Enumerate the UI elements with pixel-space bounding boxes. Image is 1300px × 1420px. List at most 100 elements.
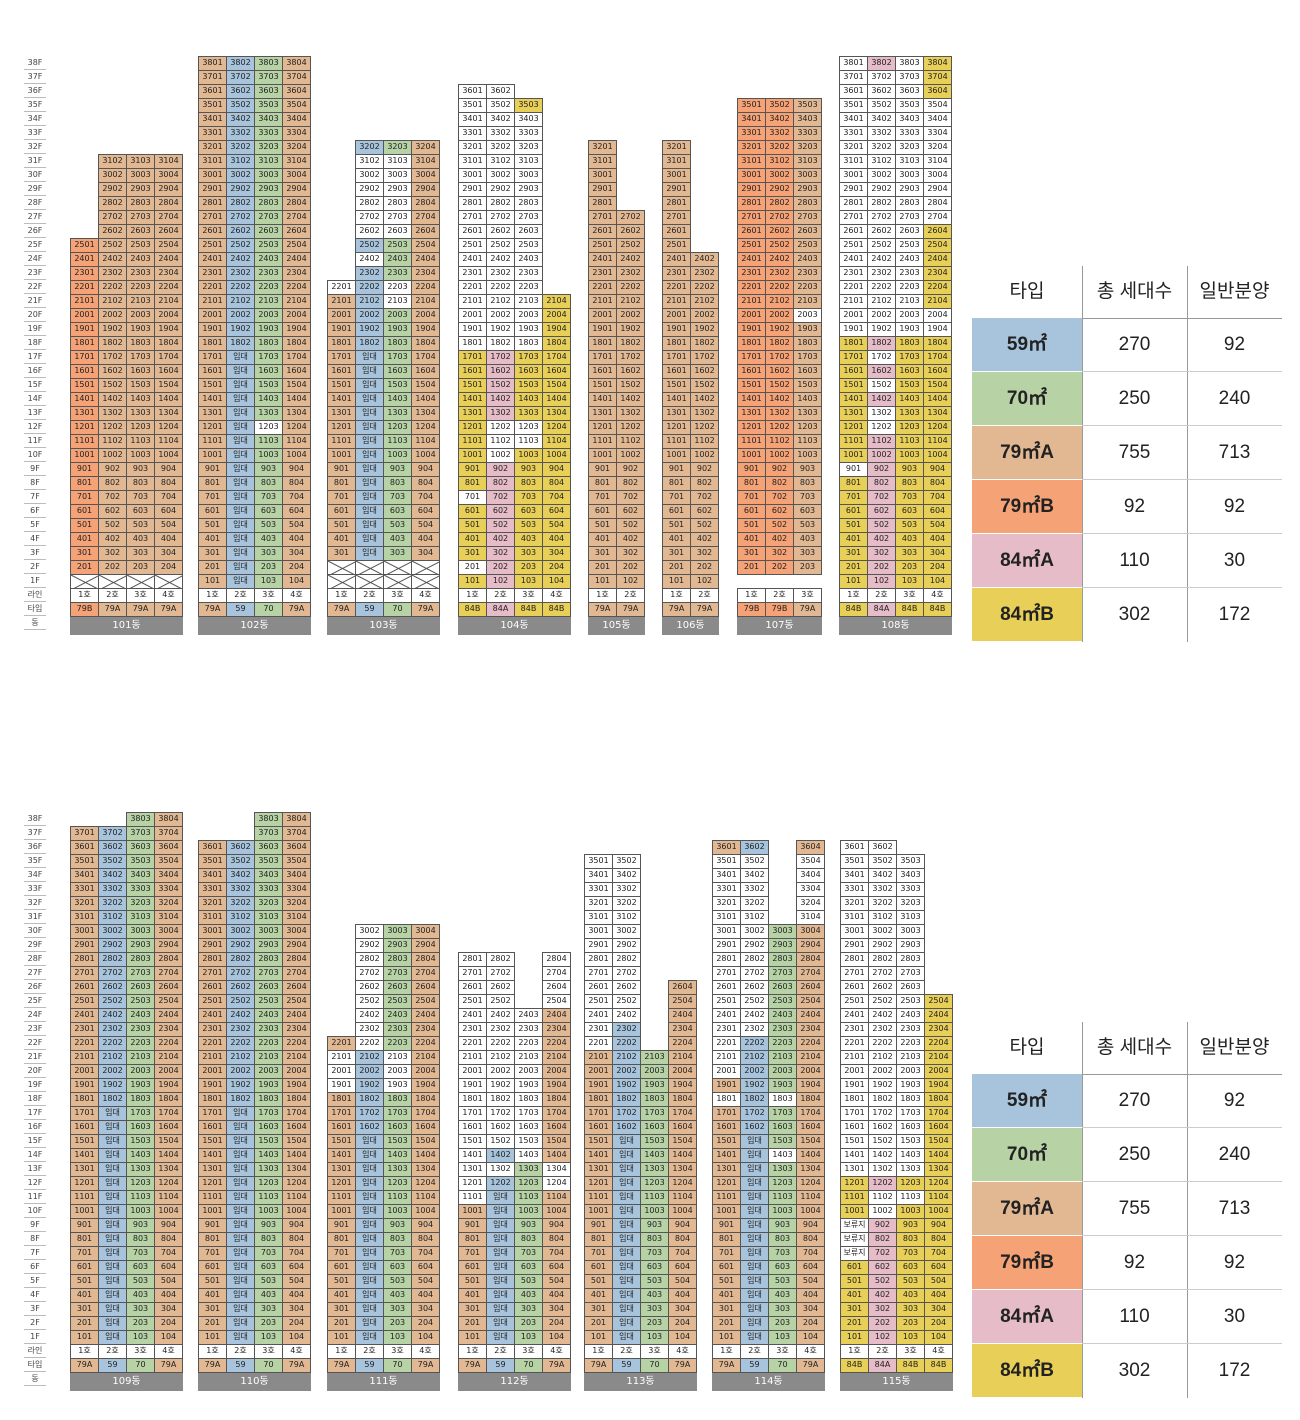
unit-cell: 1101 [588, 434, 617, 449]
unit-cell: 2102 [867, 294, 896, 309]
unit-cell: 801 [588, 476, 617, 491]
floor-label: 35F [24, 98, 46, 112]
unit-cell: 1204 [411, 1176, 440, 1191]
unit-cell: 1401 [70, 1148, 99, 1163]
unit-cell: 3004 [282, 924, 311, 939]
unit-cell: 1902 [612, 1078, 641, 1093]
unit-cell: 1803 [126, 1092, 155, 1107]
floor-label: 33F [24, 882, 46, 896]
unit-cell: 1704 [796, 1106, 825, 1121]
unit-cell: 3501 [839, 98, 868, 113]
unit-cell: 3704 [154, 826, 183, 841]
unit-cell: 604 [154, 504, 183, 519]
unit-cell: 3502 [226, 98, 255, 113]
unit-cell: 1204 [542, 1176, 571, 1191]
unit-cell: 201 [737, 560, 766, 575]
unit-cell: 1602 [98, 364, 127, 379]
line-label: 2호 [355, 1344, 384, 1359]
unit-cell: 501 [712, 1274, 741, 1289]
unit-cell: 1004 [154, 1204, 183, 1219]
unit-cell: 2402 [226, 252, 255, 267]
type-label: 79A [282, 602, 311, 617]
unit-cell: 402 [616, 532, 645, 547]
unit-cell: 1902 [867, 322, 896, 337]
building-name: 113동 [584, 1373, 697, 1391]
unit-cell: 1504 [411, 378, 440, 393]
unit-cell: 304 [923, 546, 952, 561]
unit-cell: 임대 [355, 1274, 384, 1289]
unit-cell: 2402 [98, 1008, 127, 1023]
unit-cell: 203 [254, 560, 283, 575]
type-label: 70 [254, 1358, 283, 1373]
unit-cell: 1701 [584, 1106, 613, 1121]
unit-cell: 2101 [584, 1050, 613, 1065]
unit-cell: 2302 [226, 266, 255, 281]
unit-cell: 3302 [226, 126, 255, 141]
unit-cell: 803 [768, 1232, 797, 1247]
unit-cell: 403 [896, 1288, 925, 1303]
unit-cell: 1103 [383, 434, 412, 449]
unit-cell: 1603 [383, 364, 412, 379]
unit-cell: 2904 [282, 938, 311, 953]
unit-cell: 임대 [740, 1316, 769, 1331]
unit-cell: 1601 [70, 364, 99, 379]
unit-cell: 3804 [282, 812, 311, 827]
unit-cell: 2401 [70, 252, 99, 267]
unit-cell: 3702 [98, 826, 127, 841]
unit-cell: 2302 [616, 266, 645, 281]
unit-cell: 1303 [768, 1162, 797, 1177]
unit-cell: 임대 [226, 532, 255, 547]
unit-cell: 602 [486, 504, 515, 519]
unit-cell: 2802 [765, 196, 794, 211]
floor-label: 31F [24, 910, 46, 924]
unit-cell: 임대 [355, 1190, 384, 1205]
unit-cell: 1103 [126, 434, 155, 449]
unit-cell: 3501 [712, 854, 741, 869]
unit-cell: 1604 [923, 364, 952, 379]
legend-type: 59㎡ [972, 318, 1082, 371]
unit-cell: 2603 [254, 980, 283, 995]
legend-total: 110 [1119, 1306, 1150, 1327]
unit-cell: 2701 [712, 966, 741, 981]
unit-cell: 1101 [839, 434, 868, 449]
unit-cell: 904 [668, 1218, 697, 1233]
unit-cell: 203 [126, 560, 155, 575]
unit-cell: 2004 [923, 308, 952, 323]
unit-cell: 1701 [327, 350, 356, 365]
unit-cell: 1801 [198, 336, 227, 351]
unit-cell: 3302 [226, 882, 255, 897]
unit-cell: 임대 [486, 1260, 515, 1275]
unit-cell: 2503 [126, 238, 155, 253]
unit-cell: 1403 [768, 1148, 797, 1163]
unit-cell: 202 [98, 560, 127, 575]
unit-cell: 2801 [839, 196, 868, 211]
unit-cell: 202 [486, 560, 515, 575]
unit-cell: 3201 [70, 896, 99, 911]
unit-cell: 3303 [895, 126, 924, 141]
unit-cell: 1902 [486, 322, 515, 337]
unit-cell: 2404 [282, 1008, 311, 1023]
unit-cell: 1202 [616, 420, 645, 435]
line-label: 1호 [70, 588, 99, 603]
unit-cell: 2104 [923, 294, 952, 309]
legend-type: 79㎡B [972, 1236, 1082, 1289]
unit-cell: 504 [411, 1274, 440, 1289]
unit-cell: 3402 [612, 868, 641, 883]
unit-cell: 101 [458, 1330, 487, 1345]
unit-cell: 1902 [486, 1078, 515, 1093]
unit-cell: 704 [796, 1246, 825, 1261]
line-label: 3호 [254, 1344, 283, 1359]
unit-cell: 2903 [383, 182, 412, 197]
unit-cell: 1702 [355, 1106, 384, 1121]
unit-cell: 2103 [383, 1050, 412, 1065]
unit-cell: 1403 [126, 392, 155, 407]
unit-cell: 1301 [588, 406, 617, 421]
unit-cell: 901 [588, 462, 617, 477]
legend-divider [1187, 1022, 1188, 1398]
unit-cell: 2703 [514, 210, 543, 225]
legend-type: 79㎡A [972, 426, 1082, 479]
unit-cell: 203 [514, 560, 543, 575]
legend-total: 270 [1118, 334, 1151, 355]
unit-cell: 603 [383, 1260, 412, 1275]
unit-cell: 2003 [254, 1064, 283, 1079]
